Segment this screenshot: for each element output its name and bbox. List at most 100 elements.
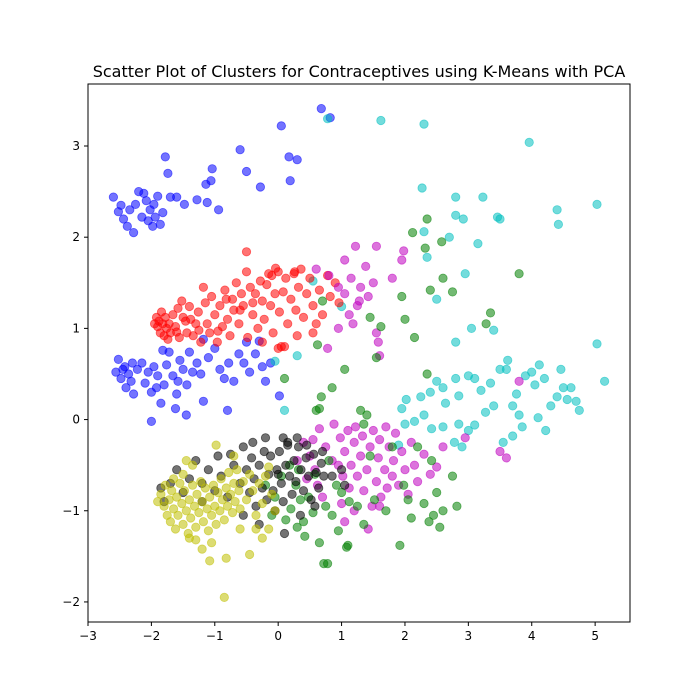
data-point-cluster-4: [374, 501, 385, 511]
data-point-cluster-6: [310, 501, 320, 511]
data-point-cluster-4: [322, 343, 333, 353]
data-point-cluster-4: [336, 498, 347, 509]
data-point-cluster-2: [454, 419, 464, 429]
data-point-cluster-5: [481, 319, 491, 329]
data-point-cluster-2: [527, 367, 537, 377]
data-point-cluster-2: [498, 437, 508, 447]
data-point-cluster-7: [159, 501, 169, 511]
data-point-cluster-3: [172, 327, 182, 337]
data-point-cluster-7: [203, 526, 213, 536]
data-point-cluster-6: [278, 433, 288, 443]
data-point-cluster-5: [381, 506, 391, 516]
data-point-cluster-7: [221, 553, 231, 563]
data-point-cluster-3: [173, 303, 183, 313]
x-tick-label: 5: [591, 629, 599, 643]
data-point-cluster-2: [489, 401, 499, 411]
data-point-cluster-1: [153, 191, 163, 201]
data-point-cluster-5: [327, 383, 337, 393]
data-point-cluster-5: [447, 471, 458, 481]
data-point-cluster-3: [262, 279, 272, 290]
data-point-cluster-3: [184, 301, 194, 312]
data-point-cluster-4: [340, 289, 350, 299]
data-point-cluster-2: [533, 413, 543, 423]
data-point-cluster-6: [265, 451, 276, 461]
y-tick-label: 2: [72, 230, 80, 244]
data-point-cluster-6: [293, 442, 304, 452]
data-point-cluster-1: [284, 152, 294, 162]
data-point-cluster-2: [546, 401, 556, 411]
data-point-cluster-1: [215, 364, 225, 374]
data-point-cluster-5: [286, 504, 296, 514]
data-point-cluster-4: [425, 469, 435, 479]
data-point-cluster-4: [348, 319, 358, 329]
data-point-cluster-7: [167, 486, 177, 496]
data-point-cluster-6: [295, 510, 305, 520]
data-point-cluster-4: [400, 465, 410, 475]
data-point-cluster-5: [312, 340, 323, 350]
data-point-cluster-1: [155, 219, 165, 229]
data-point-cluster-6: [238, 442, 248, 452]
data-point-cluster-6: [292, 433, 302, 443]
data-point-cluster-3: [279, 341, 290, 352]
data-point-cluster-4: [308, 434, 318, 445]
data-point-cluster-5: [426, 455, 437, 466]
data-point-cluster-2: [438, 422, 448, 432]
x-tick-label: 3: [465, 629, 473, 643]
data-point-cluster-7: [215, 506, 225, 516]
data-point-cluster-3: [215, 300, 225, 311]
data-point-cluster-1: [250, 349, 260, 359]
data-point-cluster-3: [202, 319, 212, 329]
data-point-cluster-2: [571, 396, 581, 406]
data-point-cluster-7: [175, 478, 185, 488]
data-point-cluster-7: [169, 504, 179, 514]
data-point-cluster-7: [194, 507, 204, 518]
x-tick-label: 1: [338, 629, 346, 643]
data-point-cluster-7: [224, 467, 234, 478]
data-point-cluster-3: [198, 282, 208, 292]
data-point-cluster-7: [205, 556, 215, 566]
data-point-cluster-6: [247, 453, 257, 463]
data-point-cluster-5: [316, 392, 326, 402]
data-point-cluster-4: [344, 310, 354, 320]
data-point-cluster-1: [122, 221, 132, 231]
data-point-cluster-2: [473, 239, 483, 249]
data-point-cluster-1: [203, 352, 213, 363]
data-point-cluster-1: [224, 358, 234, 368]
data-point-cluster-7: [211, 519, 221, 530]
data-point-cluster-1: [132, 364, 142, 374]
data-point-cluster-7: [173, 510, 183, 520]
data-point-cluster-1: [234, 349, 244, 359]
data-point-cluster-5: [355, 405, 366, 415]
data-point-cluster-1: [292, 155, 302, 165]
data-point-cluster-3: [194, 325, 204, 335]
data-point-cluster-1: [116, 200, 126, 210]
data-point-cluster-3: [212, 337, 222, 347]
data-point-cluster-3: [334, 298, 344, 308]
data-point-cluster-2: [552, 392, 562, 402]
data-point-cluster-2: [400, 419, 410, 429]
data-point-cluster-7: [229, 478, 239, 488]
data-point-cluster-1: [219, 373, 229, 384]
data-point-cluster-1: [202, 197, 212, 208]
data-point-cluster-2: [458, 214, 468, 224]
data-point-cluster-3: [221, 294, 231, 304]
data-point-cluster-7: [208, 480, 219, 490]
data-point-cluster-7: [213, 487, 223, 498]
data-point-cluster-1: [118, 214, 129, 224]
chart-title: Scatter Plot of Clusters for Contracepti…: [93, 62, 626, 81]
data-point-cluster-3: [248, 310, 258, 320]
data-point-cluster-3: [150, 319, 160, 329]
data-point-cluster-1: [184, 347, 194, 357]
data-point-cluster-7: [251, 510, 261, 520]
data-point-cluster-2: [534, 360, 544, 370]
data-point-cluster-4: [390, 428, 401, 438]
data-point-cluster-6: [254, 460, 264, 470]
data-point-cluster-6: [303, 471, 314, 481]
data-point-cluster-6: [298, 486, 309, 496]
data-point-cluster-5: [435, 522, 445, 532]
data-point-cluster-4: [346, 460, 356, 470]
data-point-cluster-7: [169, 474, 179, 484]
data-point-cluster-3: [225, 331, 235, 341]
data-point-cluster-7: [153, 496, 163, 507]
data-point-cluster-5: [279, 373, 290, 384]
